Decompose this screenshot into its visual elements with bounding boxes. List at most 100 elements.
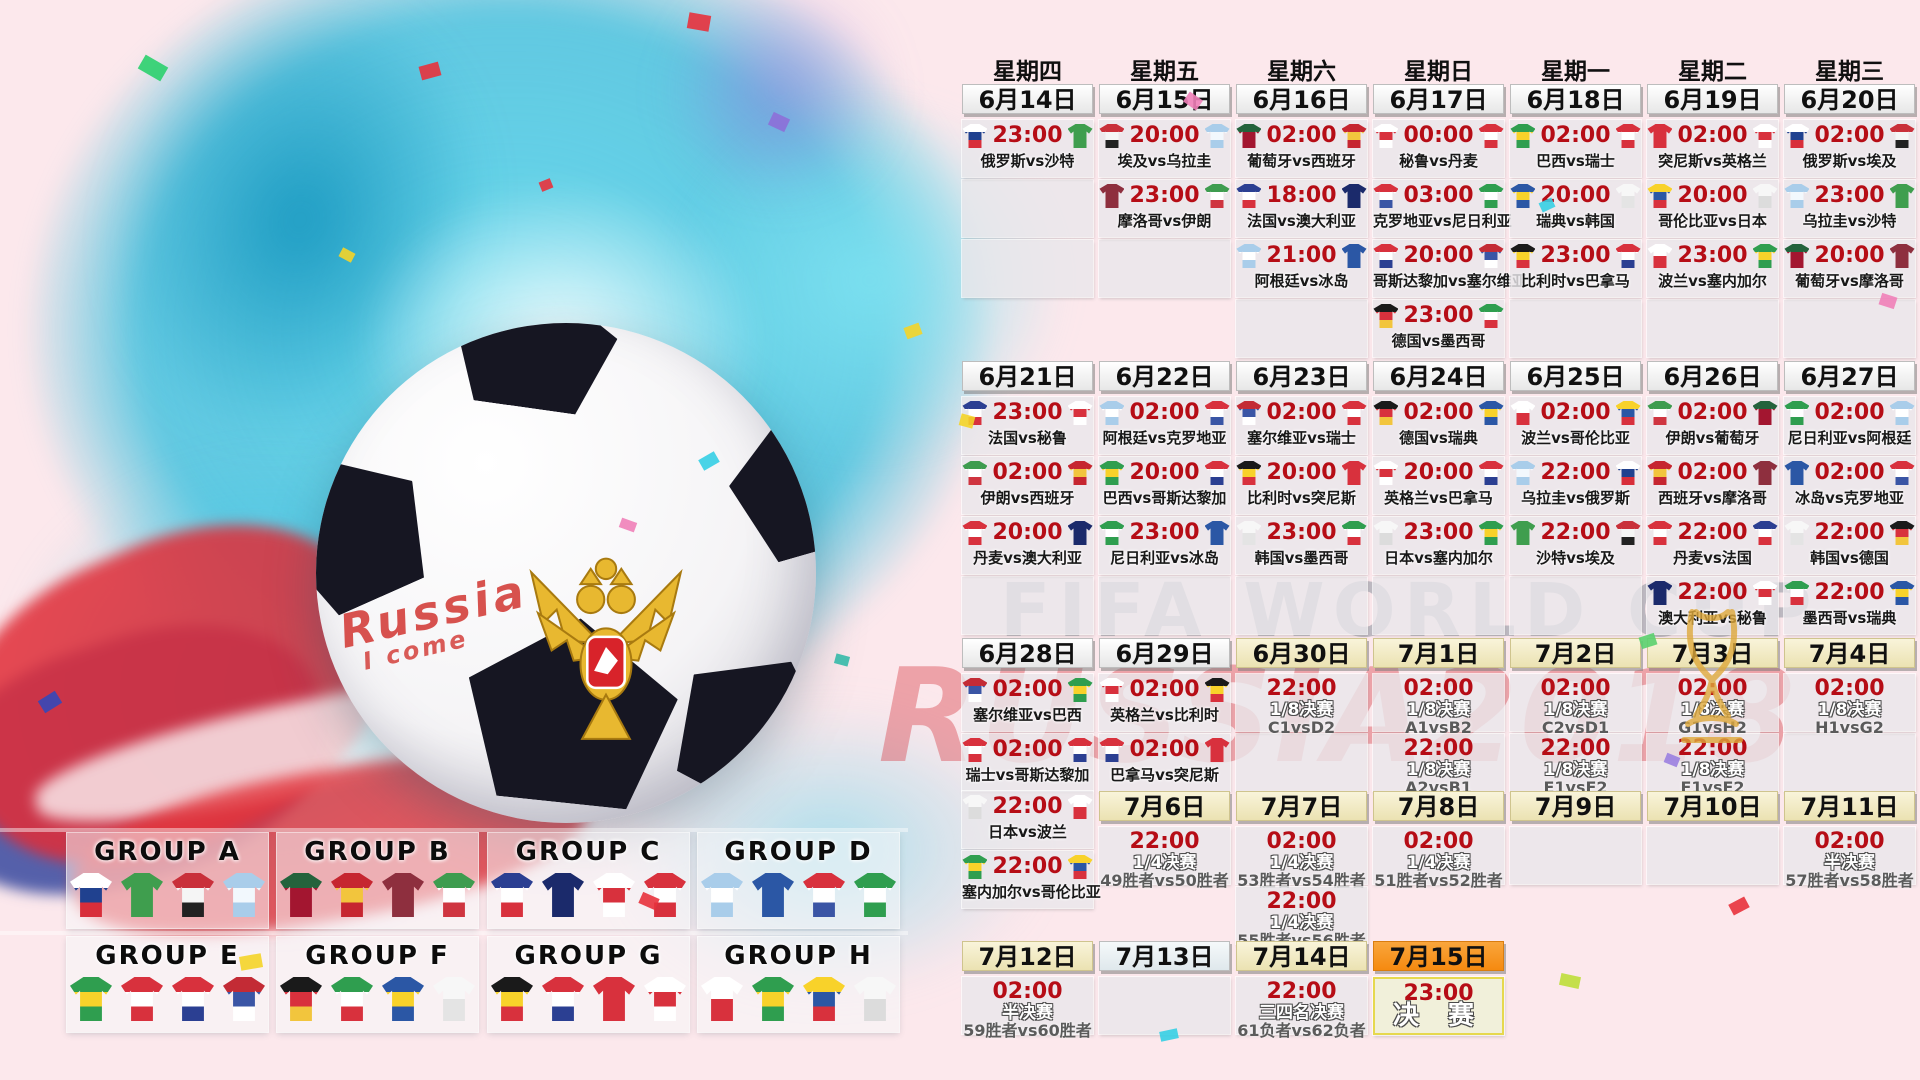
match-cell[interactable]: 20:00 丹麦vs澳大利亚	[962, 517, 1093, 574]
date-button[interactable]: 7月15日	[1373, 941, 1504, 971]
date-button[interactable]: 7月7日	[1236, 791, 1367, 821]
knockout-cell[interactable]: 22:00 1/4决赛 49胜者vs50胜者	[1099, 827, 1230, 889]
match-cell[interactable]: 02:00 塞尔维亚vs巴西	[962, 674, 1093, 731]
match-cell[interactable]: 23:00 俄罗斯vs沙特	[962, 120, 1093, 177]
knockout-cell[interactable]: 02:00 1/8决赛 A1vsB2	[1373, 674, 1504, 736]
match-cell[interactable]: 02:00 塞尔维亚vs瑞士	[1236, 397, 1367, 454]
date-button[interactable]: 6月24日	[1373, 361, 1504, 391]
match-cell[interactable]: 02:00 伊朗vs葡萄牙	[1647, 397, 1778, 454]
match-cell[interactable]: 02:00 德国vs瑞典	[1373, 397, 1504, 454]
match-cell[interactable]: 00:00 秘鲁vs丹麦	[1373, 120, 1504, 177]
match-cell[interactable]: 21:00 阿根廷vs冰岛	[1236, 240, 1367, 297]
match-cell[interactable]: 23:00 波兰vs塞内加尔	[1647, 240, 1778, 297]
date-button[interactable]: 7月9日	[1510, 791, 1641, 821]
match-cell[interactable]: 20:00 哥伦比亚vs日本	[1647, 180, 1778, 237]
match-cell[interactable]: 20:00 葡萄牙vs摩洛哥	[1784, 240, 1915, 297]
date-button[interactable]: 6月25日	[1510, 361, 1641, 391]
match-cell[interactable]: 02:00 西班牙vs摩洛哥	[1647, 457, 1778, 514]
group-box-c: GROUP C	[488, 833, 689, 928]
date-button[interactable]: 7月1日	[1373, 638, 1504, 668]
date-button[interactable]: 6月14日	[962, 84, 1093, 114]
match-cell[interactable]: 02:00 突尼斯vs英格兰	[1647, 120, 1778, 177]
match-cell[interactable]: 02:00 俄罗斯vs埃及	[1784, 120, 1915, 177]
match-cell[interactable]: 20:00 巴西vs哥斯达黎加	[1099, 457, 1230, 514]
match-cell[interactable]: 02:00 伊朗vs西班牙	[962, 457, 1093, 514]
date-button[interactable]: 7月11日	[1784, 791, 1915, 821]
match-cell[interactable]: 02:00 英格兰vs比利时	[1099, 674, 1230, 731]
date-button[interactable]: 6月18日	[1510, 84, 1641, 114]
away-jersey-icon	[1889, 184, 1915, 208]
date-button[interactable]: 7月6日	[1099, 791, 1230, 821]
date-button[interactable]: 7月14日	[1236, 941, 1367, 971]
date-button[interactable]: 6月23日	[1236, 361, 1367, 391]
date-button[interactable]: 7月8日	[1373, 791, 1504, 821]
match-cell[interactable]: 20:00 比利时vs突尼斯	[1236, 457, 1367, 514]
date-button[interactable]: 6月17日	[1373, 84, 1504, 114]
date-button[interactable]: 6月28日	[962, 638, 1093, 668]
knockout-cell[interactable]: 02:00 半决赛 59胜者vs60胜者	[962, 977, 1093, 1039]
knockout-cell[interactable]: 02:00 1/4决赛 51胜者vs52胜者	[1373, 827, 1504, 889]
match-cell[interactable]: 23:00 法国vs秘鲁	[962, 397, 1093, 454]
date-button[interactable]: 6月26日	[1647, 361, 1778, 391]
knockout-cell[interactable]: 22:00 1/8决赛 A2vsB1	[1373, 734, 1504, 796]
match-cell[interactable]: 02:00 巴西vs瑞士	[1510, 120, 1641, 177]
knockout-cell[interactable]: 22:00 1/8决赛 C1vsD2	[1236, 674, 1367, 736]
time-row: 20:00	[1099, 124, 1230, 148]
date-button[interactable]: 6月30日	[1236, 638, 1367, 668]
date-button[interactable]: 6月20日	[1784, 84, 1915, 114]
match-cell[interactable]: 02:00 阿根廷vs克罗地亚	[1099, 397, 1230, 454]
match-cell[interactable]: 20:00 哥斯达黎加vs塞尔维亚	[1373, 240, 1527, 297]
match-cell[interactable]: 22:00 澳大利亚vs秘鲁	[1647, 577, 1778, 634]
knockout-cell[interactable]: 02:00 1/8决赛 H1vsG2	[1784, 674, 1915, 736]
match-cell[interactable]: 22:00 乌拉圭vs俄罗斯	[1510, 457, 1641, 514]
time-row: 23:00	[1236, 521, 1367, 545]
match-cell[interactable]: 23:00 摩洛哥vs伊朗	[1099, 180, 1230, 237]
away-jersey-icon	[1752, 521, 1778, 545]
match-cell[interactable]: 02:00 葡萄牙vs西班牙	[1236, 120, 1367, 177]
match-cell[interactable]: 20:00 英格兰vs巴拿马	[1373, 457, 1504, 514]
match-cell[interactable]: 22:00 丹麦vs法国	[1647, 517, 1778, 574]
knockout-cell[interactable]: 02:00 半决赛 57胜者vs58胜者	[1784, 827, 1915, 889]
date-button[interactable]: 6月21日	[962, 361, 1093, 391]
date-button[interactable]: 6月22日	[1099, 361, 1230, 391]
match-cell[interactable]: 22:00 塞内加尔vs哥伦比亚	[962, 851, 1101, 908]
date-button[interactable]: 7月4日	[1784, 638, 1915, 668]
match-cell[interactable]: 03:00 克罗地亚vs尼日利亚	[1373, 180, 1512, 237]
match-cell[interactable]: 23:00 韩国vs墨西哥	[1236, 517, 1367, 574]
match-cell[interactable]: 02:00 波兰vs哥伦比亚	[1510, 397, 1641, 454]
match-cell[interactable]: 02:00 尼日利亚vs阿根廷	[1784, 397, 1915, 454]
match-cell[interactable]: 22:00 韩国vs德国	[1784, 517, 1915, 574]
date-button[interactable]: 7月13日	[1099, 941, 1230, 971]
date-button[interactable]: 6月19日	[1647, 84, 1778, 114]
date-button[interactable]: 6月27日	[1784, 361, 1915, 391]
match-name: 葡萄牙vs摩洛哥	[1795, 272, 1904, 290]
knockout-cell[interactable]: 02:00 1/4决赛 53胜者vs54胜者	[1236, 827, 1367, 889]
match-cell[interactable]: 23:00 比利时vs巴拿马	[1510, 240, 1641, 297]
date-button[interactable]: 7月3日	[1647, 638, 1778, 668]
knockout-cell[interactable]: 02:00 1/8决赛 C2vsD1	[1510, 674, 1641, 736]
match-cell[interactable]: 23:00 日本vs塞内加尔	[1373, 517, 1504, 574]
knockout-cell[interactable]: 23:00 决 赛	[1373, 977, 1504, 1035]
date-button[interactable]: 7月10日	[1647, 791, 1778, 821]
date-button[interactable]: 6月16日	[1236, 84, 1367, 114]
match-cell[interactable]: 23:00 尼日利亚vs冰岛	[1099, 517, 1230, 574]
date-button[interactable]: 7月12日	[962, 941, 1093, 971]
knockout-cell[interactable]: 22:00 三四名决赛 61负者vs62负者	[1236, 977, 1367, 1039]
match-cell[interactable]: 23:00 乌拉圭vs沙特	[1784, 180, 1915, 237]
knockout-cell[interactable]: 22:001/4决赛55胜者vs56胜者	[1236, 887, 1367, 949]
match-cell[interactable]: 22:00 沙特vs埃及	[1510, 517, 1641, 574]
match-cell[interactable]: 02:00 冰岛vs克罗地亚	[1784, 457, 1915, 514]
match-cell[interactable]: 18:00 法国vs澳大利亚	[1236, 180, 1367, 237]
knockout-cell[interactable]: 22:00 1/8决赛 E1vsF2	[1510, 734, 1641, 796]
match-cell[interactable]: 22:00 墨西哥vs瑞典	[1784, 577, 1915, 634]
date-button[interactable]: 6月29日	[1099, 638, 1230, 668]
date-button[interactable]: 6月15日	[1099, 84, 1230, 114]
match-cell[interactable]: 20:00 瑞典vs韩国	[1510, 180, 1641, 237]
match-name: 巴西vs哥斯达黎加	[1102, 489, 1227, 507]
date-button[interactable]: 7月2日	[1510, 638, 1641, 668]
match-cell[interactable]: 02:00 巴拿马vs突尼斯	[1099, 734, 1230, 791]
match-cell[interactable]: 02:00 瑞士vs哥斯达黎加	[962, 734, 1093, 791]
match-cell[interactable]: 23:00 德国vs墨西哥	[1373, 300, 1504, 357]
match-cell[interactable]: 20:00 埃及vs乌拉圭	[1099, 120, 1230, 177]
match-cell[interactable]: 22:00 日本vs波兰	[962, 791, 1093, 848]
